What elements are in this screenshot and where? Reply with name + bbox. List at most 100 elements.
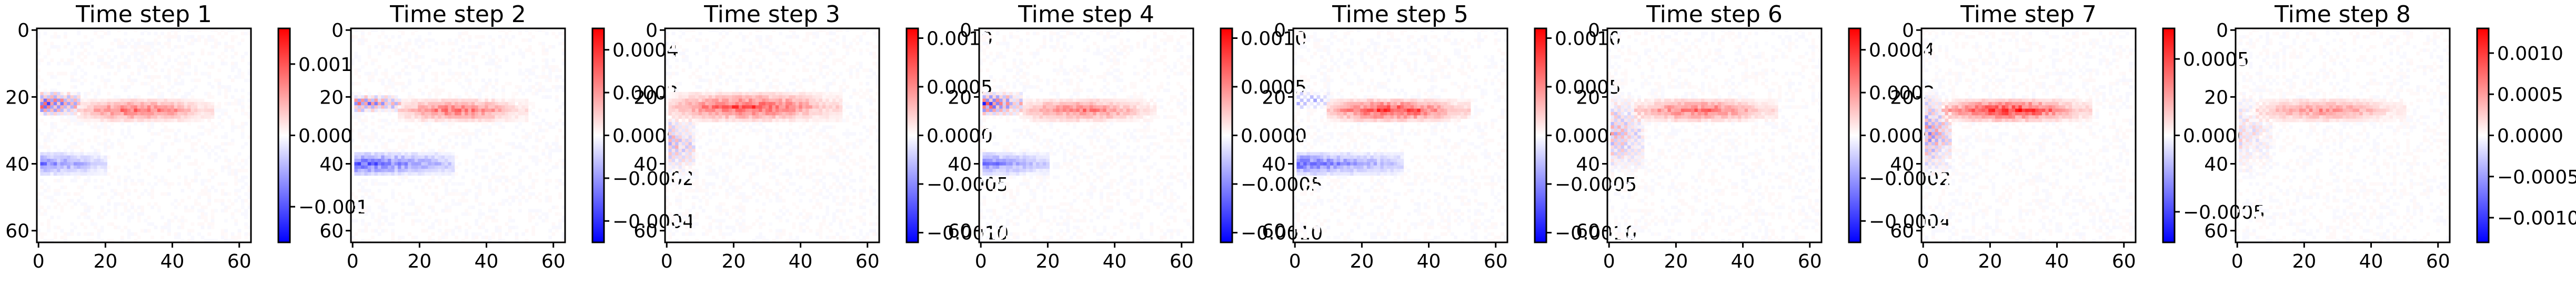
heatmap-cell [862, 95, 866, 99]
heatmap-cell [528, 72, 532, 76]
heatmap-cell [247, 226, 251, 229]
heatmap-cell [715, 108, 719, 113]
heatmap-cell [518, 62, 522, 66]
heatmap-cell [859, 105, 863, 109]
heatmap-cell [732, 98, 736, 103]
heatmap-cell [836, 142, 840, 146]
heatmap-cell [849, 152, 853, 156]
heatmap-cell [53, 135, 57, 139]
heatmap-cell [377, 152, 381, 156]
heatmap-cell [381, 105, 385, 109]
heatmap-cell [495, 159, 499, 162]
heatmap-cell [789, 45, 793, 49]
heatmap-cell [424, 172, 428, 176]
heatmap-cell [351, 38, 355, 42]
heatmap-cell [391, 98, 395, 103]
heatmap-cell [829, 152, 833, 156]
heatmap-cell [57, 162, 61, 166]
heatmap-cell [240, 169, 245, 172]
heatmap-cell [124, 108, 128, 113]
heatmap-cell [384, 35, 388, 39]
heatmap-cell [802, 132, 806, 136]
heatmap-cell [384, 159, 388, 162]
heatmap-cell [77, 199, 81, 203]
heatmap-cell [846, 52, 850, 56]
heatmap-cell [849, 42, 853, 46]
heatmap-cell [424, 182, 428, 186]
heatmap-cell [230, 95, 235, 99]
heatmap-cell [441, 155, 445, 159]
heatmap-cell [685, 108, 689, 113]
heatmap-cell [498, 152, 502, 156]
heatmap-cell [117, 175, 121, 179]
heatmap-cell [789, 152, 793, 156]
heatmap-cell [678, 192, 682, 196]
heatmap-cell [856, 75, 860, 79]
heatmap-cell [94, 165, 97, 169]
heatmap-cell [688, 185, 692, 189]
heatmap-cell [461, 142, 465, 146]
heatmap-cell [394, 52, 398, 56]
heatmap-cell [160, 98, 165, 103]
heatmap-cell [377, 35, 381, 39]
heatmap-cell [675, 145, 679, 149]
heatmap-cell [43, 159, 47, 162]
heatmap-cell [725, 142, 729, 146]
heatmap-cell [90, 219, 94, 223]
heatmap-cell [515, 125, 519, 129]
heatmap-cell [691, 162, 696, 166]
heatmap-cell [451, 202, 455, 206]
heatmap-cell [745, 118, 749, 123]
heatmap-cell [230, 125, 235, 129]
heatmap-cell [127, 75, 131, 79]
heatmap-cell [846, 105, 850, 109]
heatmap-cell [872, 32, 877, 36]
heatmap-cell [87, 175, 91, 179]
heatmap-cell [70, 108, 74, 113]
heatmap-cell [691, 189, 696, 193]
heatmap-cell [558, 212, 562, 216]
heatmap-cell [829, 118, 833, 123]
heatmap-cell [772, 105, 776, 109]
heatmap-cell [769, 98, 772, 103]
heatmap-cell [214, 38, 218, 42]
heatmap-cell [769, 152, 772, 156]
heatmap-cell [458, 202, 462, 206]
heatmap-cell [174, 111, 178, 116]
heatmap-cell [244, 199, 248, 203]
heatmap-cell [441, 152, 445, 156]
heatmap-cell [411, 111, 415, 116]
heatmap-cell [779, 189, 782, 193]
heatmap-cell [404, 48, 408, 52]
heatmap-cell [465, 142, 468, 146]
heatmap-cell [391, 48, 395, 52]
heatmap-cell [174, 132, 178, 136]
heatmap-cell [455, 98, 458, 103]
heatmap-cell [775, 78, 779, 83]
heatmap-cell [431, 226, 435, 229]
heatmap-cell [398, 105, 401, 109]
heatmap-cell [234, 125, 238, 129]
heatmap-cell [134, 232, 138, 236]
heatmap-cell [826, 135, 830, 139]
heatmap-cell [381, 145, 385, 149]
heatmap-cell [505, 108, 509, 113]
heatmap-cell [60, 101, 64, 106]
heatmap-cell [124, 115, 128, 119]
heatmap-cell [364, 98, 368, 103]
heatmap-cell [555, 135, 559, 139]
heatmap-cell [505, 101, 509, 106]
heatmap-cell [545, 32, 549, 36]
heatmap-cell [167, 58, 171, 62]
heatmap-cell [745, 78, 749, 83]
heatmap-cell [455, 155, 458, 159]
heatmap-cell [90, 111, 94, 116]
heatmap-cell [210, 115, 215, 119]
heatmap-cell [50, 108, 54, 113]
heatmap-cell [809, 118, 813, 123]
heatmap-cell [117, 28, 121, 32]
heatmap-cell [421, 229, 425, 233]
heatmap-cell [796, 68, 799, 73]
heatmap-cell [170, 85, 175, 89]
heatmap-cell [214, 78, 218, 83]
